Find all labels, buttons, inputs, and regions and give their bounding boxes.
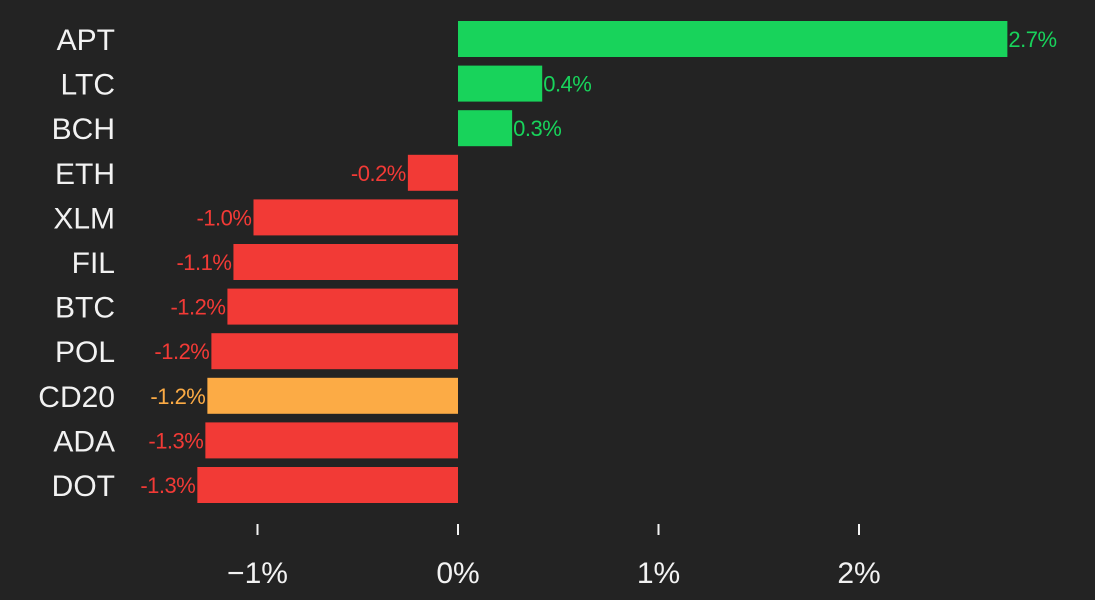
bar-btc [227, 288, 458, 325]
category-label-pol: POL [55, 336, 115, 369]
category-label-btc: BTC [55, 292, 115, 325]
category-label-fil: FIL [72, 247, 115, 280]
value-label-apt: 2.7% [1008, 27, 1056, 52]
bar-eth [407, 154, 458, 191]
category-label-ada: ADA [53, 425, 115, 458]
value-label-ltc: 0.4% [543, 72, 591, 97]
bar-ltc [458, 65, 543, 102]
x-tick-label: 2% [837, 557, 880, 590]
category-label-cd20: CD20 [38, 381, 115, 414]
bar-fil [233, 244, 458, 280]
category-label-dot: DOT [52, 470, 115, 503]
bar-dot [197, 467, 458, 503]
bar-ada [205, 422, 458, 459]
x-tick-label: −1% [227, 557, 288, 590]
bars-group [197, 21, 1008, 503]
value-label-pol: -1.2% [154, 339, 209, 364]
value-label-cd20: -1.2% [150, 384, 205, 409]
category-label-ltc: LTC [61, 69, 115, 102]
x-tick-label: 1% [637, 557, 680, 590]
bar-pol [211, 333, 458, 370]
value-labels-group: 2.7% 0.4% 0.3% -0.2% -1.0% -1.1% -1.2% -1.2% -1.… [140, 27, 1057, 498]
value-label-eth: -0.2% [351, 161, 406, 186]
category-label-bch: BCH [52, 113, 115, 146]
bar-apt [458, 21, 1008, 57]
bar-bch [458, 110, 513, 147]
value-label-btc: -1.2% [170, 295, 225, 320]
value-label-dot: -1.3% [140, 473, 195, 498]
value-label-ada: -1.3% [148, 428, 203, 453]
value-label-bch: 0.3% [513, 116, 561, 141]
category-label-xlm: XLM [53, 202, 115, 235]
category-labels-group: APT LTC BCH ETH XLM FIL BTC POL CD20 ADA DOT [38, 24, 115, 503]
category-label-apt: APT [57, 24, 115, 57]
value-label-xlm: -1.0% [197, 205, 252, 230]
x-axis: −1% 0% 1% 2% [227, 524, 881, 590]
bar-xlm [253, 199, 458, 236]
category-label-eth: ETH [55, 158, 115, 191]
value-label-fil: -1.1% [176, 250, 231, 275]
x-tick-label: 0% [436, 557, 479, 590]
bar-cd20 [207, 377, 458, 414]
